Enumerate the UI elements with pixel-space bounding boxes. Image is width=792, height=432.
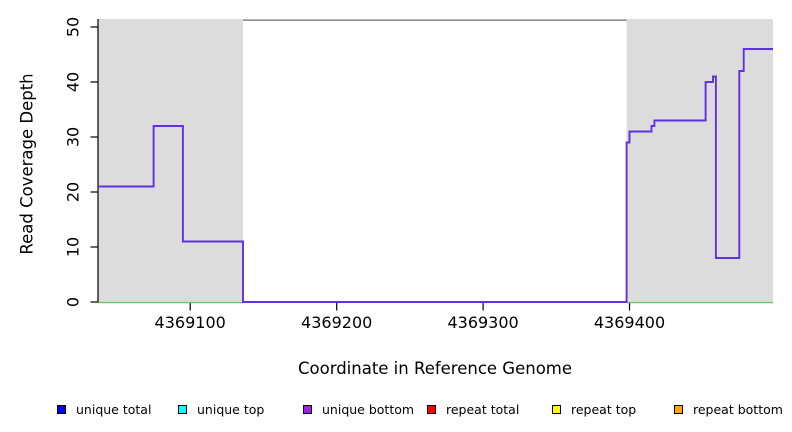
legend-swatch-icon — [178, 404, 187, 414]
legend-swatch-icon — [57, 404, 66, 414]
chart-legend: unique total unique top unique bottom repea… — [0, 400, 792, 422]
y-tick-label: 40 — [63, 71, 83, 93]
x-tick-label: 4369300 — [447, 313, 519, 332]
coverage-step-line — [98, 48, 773, 303]
legend-swatch-icon — [303, 404, 312, 414]
legend-item-unique-top: unique top — [178, 400, 264, 418]
x-axis-title: Coordinate in Reference Genome — [297, 359, 573, 378]
legend-item-repeat-bottom: repeat bottom — [674, 400, 783, 418]
x-tick-label: 4369100 — [154, 313, 226, 332]
y-tick-label: 0 — [63, 296, 83, 308]
legend-item-repeat-top: repeat top — [552, 400, 636, 418]
legend-label: unique top — [197, 401, 265, 417]
y-tick-label: 20 — [63, 181, 83, 203]
y-tick-label: 30 — [63, 126, 83, 148]
legend-item-unique-total: unique total — [57, 400, 151, 418]
x-tick-label: 4369400 — [593, 313, 666, 332]
y-tick-label: 50 — [63, 16, 83, 38]
legend-label: repeat total — [446, 401, 520, 417]
legend-swatch-icon — [674, 404, 683, 414]
legend-label: repeat bottom — [693, 401, 783, 417]
y-axis-title: Read Coverage Depth — [17, 73, 37, 255]
legend-label: repeat top — [571, 401, 637, 417]
x-tick-label: 4369200 — [301, 313, 373, 332]
shaded-region — [626, 19, 773, 303]
legend-label: unique bottom — [322, 401, 415, 417]
legend-swatch-icon — [552, 404, 561, 414]
y-tick-label: 10 — [63, 236, 83, 258]
legend-item-repeat-total: repeat total — [427, 400, 519, 418]
legend-label: unique total — [76, 401, 152, 417]
legend-item-unique-bottom: unique bottom — [303, 400, 414, 418]
shaded-region — [98, 19, 243, 303]
legend-swatch-icon — [427, 404, 436, 414]
